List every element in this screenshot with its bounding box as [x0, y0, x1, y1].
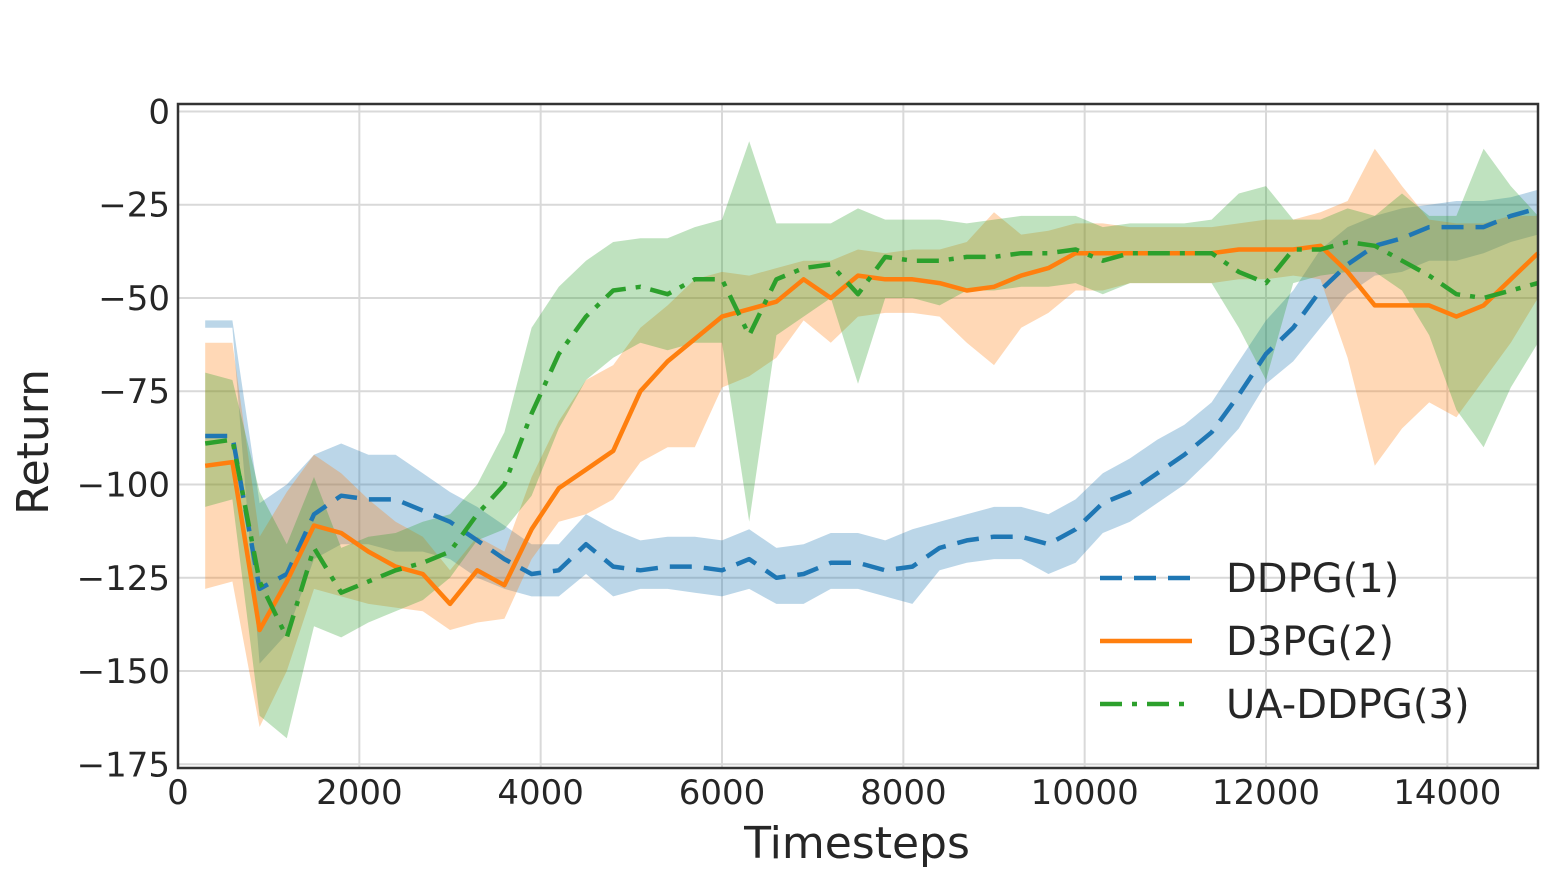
x-tick-label: 6000	[679, 773, 766, 813]
y-tick-label: −50	[98, 279, 170, 319]
band-series-3	[205, 141, 1539, 739]
line-series-1	[205, 206, 1539, 592]
x-tick-label: 0	[167, 773, 189, 813]
x-tick-label: 4000	[497, 773, 584, 813]
x-tick-label: 8000	[860, 773, 947, 813]
line-series-2	[204, 243, 1540, 633]
line-series-3	[204, 239, 1539, 640]
x-tick-label: 10000	[1031, 773, 1139, 813]
plot-frame	[176, 102, 1540, 770]
y-tick-label: 0	[148, 92, 170, 132]
legend-label: D3PG(2)	[1226, 619, 1394, 665]
legend-label: UA-DDPG(3)	[1226, 682, 1470, 728]
y-tick-label: −175	[77, 745, 170, 785]
y-tick-label: −75	[98, 372, 170, 412]
x-axis-label: Timesteps	[743, 818, 970, 869]
y-tick-label: −25	[98, 186, 170, 226]
x-axis-ticks: 0 2000 4000 6000 8000 10000 12000 14000	[167, 773, 1501, 813]
x-tick-label: 12000	[1212, 773, 1320, 813]
legend: DDPG(1) D3PG(2) UA-DDPG(3)	[1100, 556, 1470, 728]
band-series-1	[205, 189, 1539, 664]
series-lines	[204, 206, 1540, 640]
y-tick-label: −150	[77, 652, 170, 692]
x-tick-label: 2000	[316, 773, 403, 813]
legend-label: DDPG(1)	[1226, 556, 1399, 602]
x-tick-label: 14000	[1393, 773, 1501, 813]
band-series-2	[205, 148, 1539, 728]
y-tick-label: −100	[77, 465, 170, 505]
confidence-bands	[205, 141, 1539, 739]
y-axis-label: Return	[8, 369, 59, 515]
y-tick-label: −125	[77, 559, 170, 599]
grid-lines	[177, 104, 1538, 768]
y-axis-ticks: 0 −25 −50 −75 −100 −125 −150 −175	[77, 92, 170, 785]
